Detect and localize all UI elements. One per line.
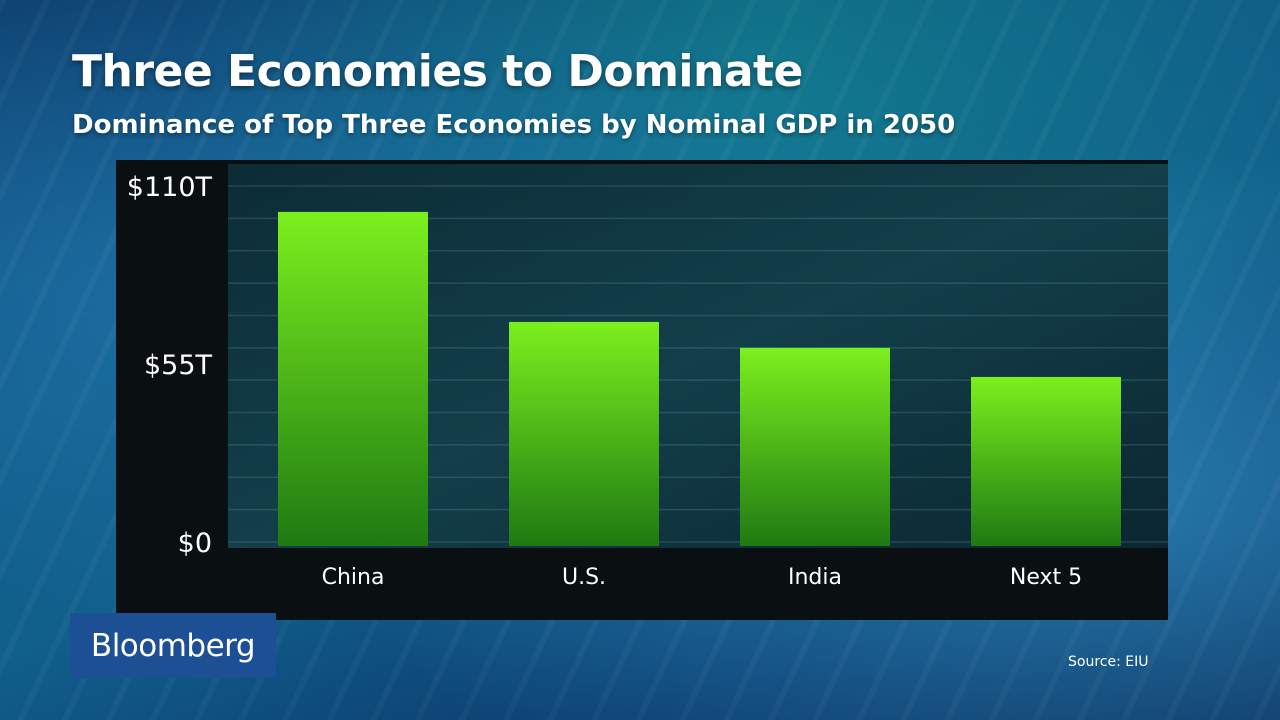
x-tick-label: China <box>322 565 385 590</box>
chart-title: Three Economies to Dominate <box>72 46 803 97</box>
bar-u-s <box>509 321 659 546</box>
source-note: Source: EIU <box>1068 654 1149 670</box>
y-tick-label: $0 <box>178 528 212 559</box>
bar-chart: $0 $55T $110T China U.S. India Next 5 <box>116 160 1168 620</box>
x-axis-labels: China U.S. India Next 5 <box>322 565 1083 590</box>
x-tick-label: Next 5 <box>1010 565 1082 590</box>
y-tick-label: $55T <box>144 350 213 381</box>
brand-label: Bloomberg <box>90 627 256 664</box>
bar-next-5 <box>971 376 1121 546</box>
y-tick-label: $110T <box>127 172 213 203</box>
bar-china <box>278 211 428 546</box>
bar-india <box>740 347 890 546</box>
chart-panel: $0 $55T $110T China U.S. India Next 5 <box>116 160 1168 620</box>
y-axis-labels: $0 $55T $110T <box>127 172 213 559</box>
x-tick-label: U.S. <box>562 565 606 590</box>
bloomberg-logo: Bloomberg <box>70 613 276 678</box>
chart-subtitle: Dominance of Top Three Economies by Nomi… <box>72 110 956 140</box>
bars <box>278 211 1121 546</box>
x-tick-label: India <box>788 565 842 590</box>
